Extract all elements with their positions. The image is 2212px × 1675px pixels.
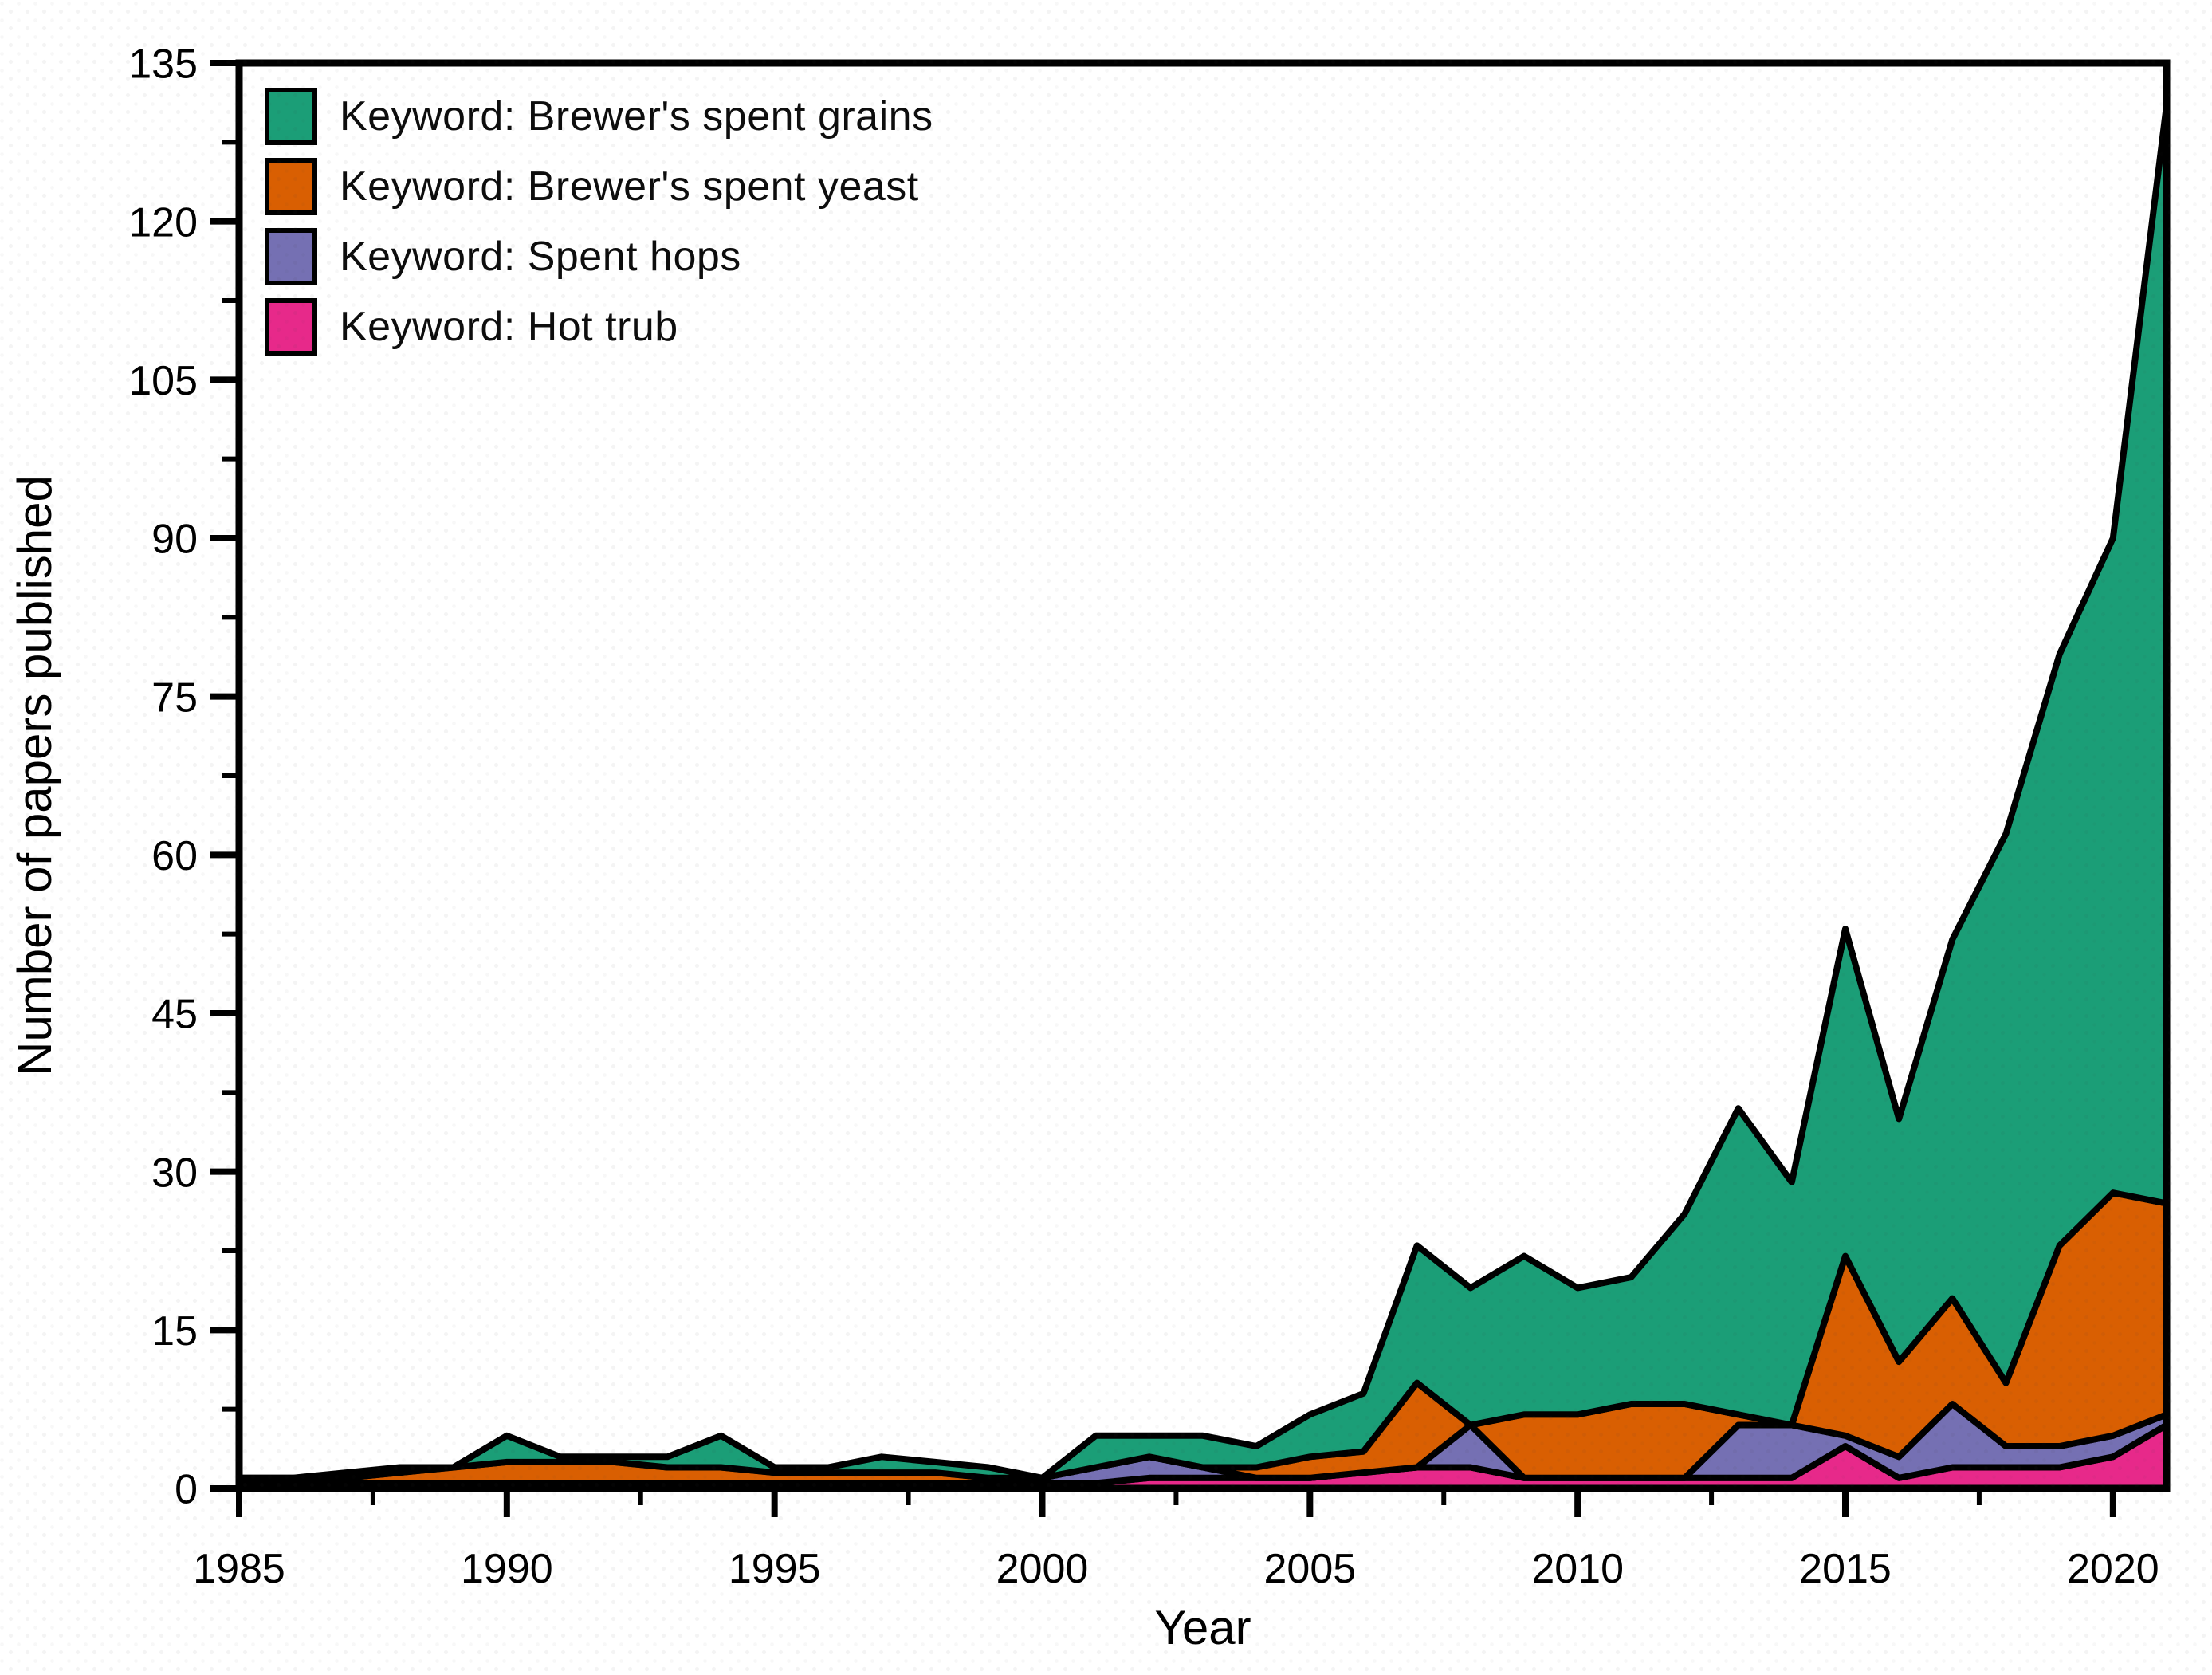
y-tick-label-60: 60 (151, 833, 198, 879)
legend-item-brewers-spent-yeast: Keyword: Brewer's spent yeast (265, 151, 933, 222)
x-tick-label-1985: 1985 (193, 1546, 285, 1592)
y-tick-label-45: 45 (151, 992, 198, 1038)
y-tick-labels: 0 15 30 45 60 75 90 105 120 135 (128, 41, 198, 1513)
x-tick-label-2010: 2010 (1531, 1546, 1624, 1592)
legend-swatch-brewers-spent-yeast (265, 158, 317, 215)
x-tick-label-1995: 1995 (729, 1546, 821, 1592)
legend-label-spent-hops: Keyword: Spent hops (340, 234, 741, 280)
plot-frame (235, 59, 2171, 1492)
legend-label-hot-trub: Keyword: Hot trub (340, 304, 678, 350)
legend: Keyword: Brewer's spent grains Keyword: B… (265, 81, 933, 362)
y-tick-label-105: 105 (128, 358, 198, 404)
legend-swatch-hot-trub (265, 298, 317, 356)
x-tick-label-2000: 2000 (996, 1546, 1089, 1592)
x-axis-title: Year (1154, 1601, 1251, 1654)
x-tick-label-2005: 2005 (1263, 1546, 1356, 1592)
legend-item-hot-trub: Keyword: Hot trub (265, 292, 933, 362)
y-tick-label-135: 135 (128, 41, 198, 88)
legend-label-brewers-spent-yeast: Keyword: Brewer's spent yeast (340, 163, 919, 210)
legend-swatch-brewers-spent-grains (265, 88, 317, 145)
y-tick-label-75: 75 (151, 674, 198, 721)
legend-label-brewers-spent-grains: Keyword: Brewer's spent grains (340, 93, 933, 140)
legend-item-brewers-spent-grains: Keyword: Brewer's spent grains (265, 81, 933, 151)
y-tick-label-120: 120 (128, 199, 198, 246)
y-tick-label-30: 30 (151, 1150, 198, 1196)
x-tick-labels: 1985 1990 1995 2000 2005 2010 2015 2020 (193, 1546, 2159, 1592)
x-tick-label-2020: 2020 (2067, 1546, 2159, 1592)
y-tick-label-0: 0 (175, 1467, 198, 1513)
axis-ticks (210, 60, 2116, 1517)
y-axis-title: Number of papers published (8, 475, 61, 1076)
y-tick-label-90: 90 (151, 517, 198, 563)
y-tick-label-15: 15 (151, 1308, 198, 1355)
x-tick-label-1990: 1990 (461, 1546, 553, 1592)
x-tick-label-2015: 2015 (1799, 1546, 1892, 1592)
legend-swatch-spent-hops (265, 228, 317, 285)
legend-item-spent-hops: Keyword: Spent hops (265, 222, 933, 292)
